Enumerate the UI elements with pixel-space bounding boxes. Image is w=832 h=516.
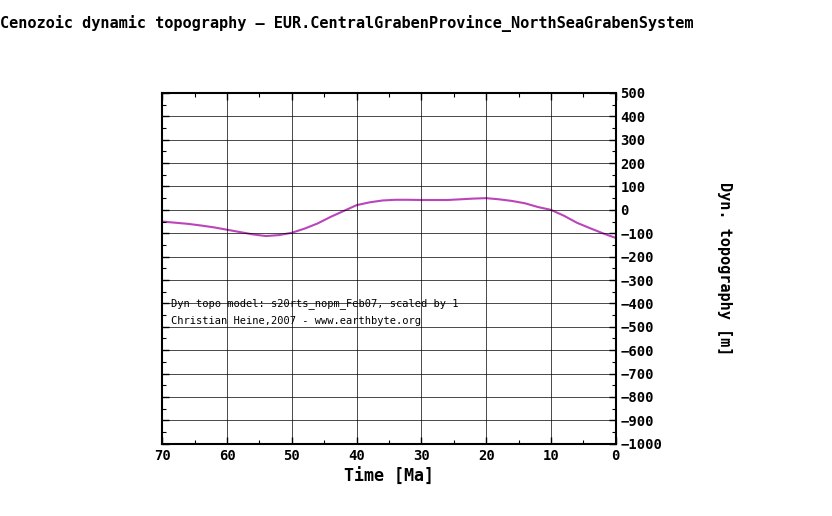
Text: Dyn topo model: s20rts_nopm_Feb07, scaled by 1: Dyn topo model: s20rts_nopm_Feb07, scale…	[171, 298, 458, 309]
X-axis label: Time [Ma]: Time [Ma]	[344, 468, 434, 486]
Y-axis label: Dyn. topography [m]: Dyn. topography [m]	[717, 182, 732, 355]
Text: Cenozoic dynamic topography – EUR.CentralGrabenProvince_NorthSeaGrabenSystem: Cenozoic dynamic topography – EUR.Centra…	[0, 15, 694, 33]
Text: Christian Heine,2007 - www.earthbyte.org: Christian Heine,2007 - www.earthbyte.org	[171, 316, 421, 326]
